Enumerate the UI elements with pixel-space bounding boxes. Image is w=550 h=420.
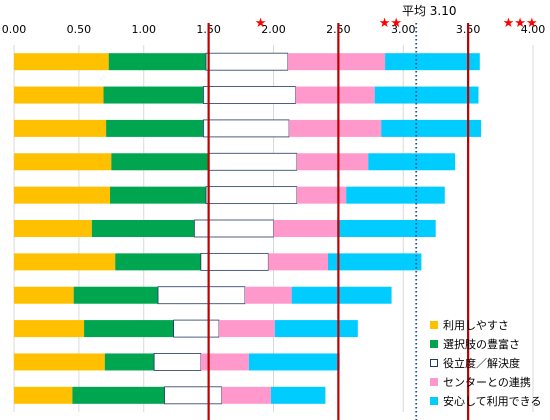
bar-segment [296, 186, 347, 204]
bar-segment [374, 86, 479, 104]
bar-segment [296, 153, 369, 171]
legend-item: センターとの連携 [430, 372, 548, 391]
legend-label: 選択肢の豊富さ [443, 337, 520, 351]
bar-segment [244, 286, 292, 304]
star-marker: ★ [255, 16, 267, 31]
legend-item: 利用しやすさ [430, 315, 548, 334]
legend-swatch [430, 396, 438, 405]
bar-segment [337, 220, 436, 237]
bar-segment [14, 386, 73, 404]
bar-segment [219, 320, 275, 338]
bar-segment [84, 320, 174, 338]
bar-segment [14, 220, 92, 237]
bar-segment [368, 153, 456, 171]
bar-segment [104, 353, 155, 371]
bar-segment [14, 53, 109, 71]
bar-segment [208, 152, 298, 171]
star-marker: ★★ [379, 16, 402, 31]
legend-swatch [430, 320, 438, 329]
bar-segment [200, 252, 269, 271]
bar-segment [103, 86, 204, 104]
bar-segment [14, 86, 104, 104]
bar-segment [14, 253, 116, 271]
bar-segment [270, 386, 326, 404]
legend: 利用しやすさ 選択肢の豊富さ 役立度／解決度 センターとの連携 安心して利用できる [430, 315, 548, 410]
legend-swatch [430, 358, 438, 367]
bar-segment [110, 186, 207, 204]
bar-segment [14, 353, 105, 371]
bar-segment [173, 319, 220, 338]
bar-segment [273, 220, 338, 237]
bar-segment [291, 286, 392, 304]
bar-segment [73, 286, 159, 304]
bar-segment [205, 52, 289, 71]
legend-label: 役立度／解決度 [443, 356, 520, 370]
x-tick-label: 0.00 [2, 23, 27, 36]
legend-item: 役立度／解決度 [430, 353, 548, 372]
bar-segment [295, 86, 375, 104]
bar-segment [108, 53, 207, 71]
legend-item: 安心して利用できる [430, 391, 548, 410]
x-axis-ticks: 0.000.501.001.502.002.503.003.504.00 [2, 23, 546, 36]
bar-segment [14, 119, 107, 137]
bar-segment [327, 253, 422, 271]
x-tick-label: 3.00 [391, 23, 416, 36]
bar-segment [91, 220, 195, 237]
bar-segment [287, 53, 386, 71]
x-tick-label: 2.00 [261, 23, 286, 36]
bar-segment [203, 119, 290, 138]
bar-segment [115, 253, 201, 271]
bar-segment [157, 286, 246, 305]
bar-segment [14, 320, 85, 338]
bar-segment [346, 186, 445, 204]
bar-segment [153, 353, 202, 371]
legend-swatch [430, 339, 438, 348]
bar-segment [106, 119, 204, 137]
bar-segment [221, 386, 271, 404]
bar-segment [14, 186, 111, 204]
bar-segment [274, 320, 358, 338]
legend-swatch [430, 377, 438, 386]
bar-segment [164, 386, 222, 405]
x-tick-label: 1.00 [132, 23, 157, 36]
bars [14, 52, 482, 405]
x-tick-label: 4.00 [521, 23, 546, 36]
star-marker: ★★★ [503, 16, 538, 31]
reference-lines: ★ ★★ ★★★平均 3.10 [207, 4, 538, 420]
legend-label: 安心して利用できる [443, 394, 542, 408]
bar-segment [14, 286, 74, 304]
average-label: 平均 3.10 [402, 4, 457, 18]
bar-segment [72, 386, 165, 404]
bar-segment [14, 153, 112, 171]
bar-segment [381, 119, 482, 137]
bar-segment [205, 186, 298, 205]
bar-segment [248, 353, 340, 371]
bar-segment [385, 53, 480, 71]
legend-label: センターとの連携 [443, 375, 531, 389]
legend-label: 利用しやすさ [443, 318, 509, 332]
x-tick-label: 0.50 [67, 23, 92, 36]
bar-segment [111, 153, 209, 171]
bar-segment [193, 219, 274, 238]
bar-segment [203, 86, 296, 104]
bar-segment [200, 353, 249, 371]
bar-segment [289, 119, 382, 137]
bar-segment [268, 253, 328, 271]
legend-item: 選択肢の豊富さ [430, 334, 548, 353]
